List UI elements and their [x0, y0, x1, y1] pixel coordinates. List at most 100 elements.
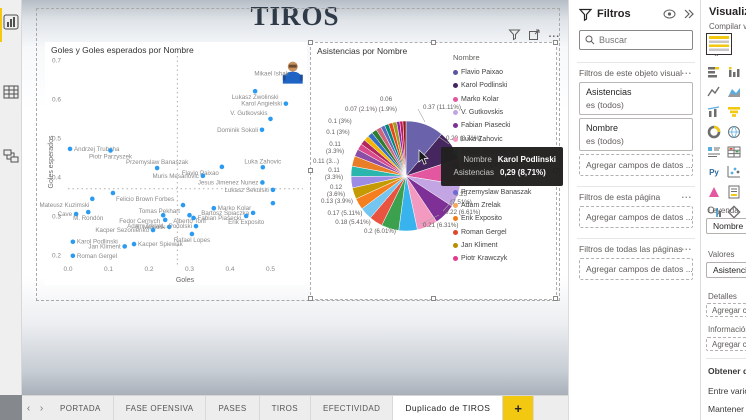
map-icon[interactable] — [724, 122, 744, 142]
collapse-pane-icon[interactable] — [684, 9, 694, 19]
add-data-fields-drop[interactable]: Agregar campos de datos ... — [579, 258, 693, 280]
add-data-fields-drop[interactable]: Agregar campos de datos ... — [579, 154, 693, 176]
page-tab[interactable]: EFECTIVIDAD — [311, 396, 394, 420]
legend-item[interactable]: Piotr Krawczyk — [453, 252, 555, 265]
section-more-options-icon[interactable]: ... — [681, 66, 692, 76]
scatter-point[interactable] — [189, 231, 195, 237]
stacked-bar-chart-icon[interactable] — [704, 62, 724, 82]
page-tab[interactable]: PORTADA — [48, 396, 114, 420]
scatter-point[interactable] — [67, 146, 73, 152]
scatter-point[interactable] — [250, 210, 256, 216]
scatter-chart-icon[interactable] — [724, 162, 744, 182]
scatter-point[interactable] — [108, 148, 113, 153]
scatter-point[interactable] — [211, 205, 217, 211]
pie-slice[interactable] — [402, 120, 407, 177]
scatter-point[interactable] — [180, 202, 186, 208]
legend-item[interactable]: Luka Zahovic — [453, 132, 555, 145]
funnel-icon[interactable] — [724, 102, 744, 122]
scatter-point[interactable] — [73, 211, 79, 217]
filters-search-box[interactable] — [579, 30, 693, 50]
scatter-point[interactable] — [160, 212, 166, 218]
page-tab[interactable]: PASES — [206, 396, 260, 420]
legend-item[interactable]: V. Gutkovskis — [453, 106, 555, 119]
selection-handle[interactable] — [553, 40, 558, 45]
filter-card[interactable]: Nombre es (todos) — [579, 118, 693, 151]
legend-item[interactable]: Roman Gergel — [453, 226, 555, 239]
scatter-point[interactable] — [70, 253, 76, 259]
field-pill[interactable]: Nombre — [706, 218, 746, 234]
well-drop-zone[interactable]: Agregar campos de datos aquí — [706, 337, 746, 351]
legend-item[interactable]: Flavio Paixao — [453, 66, 555, 79]
scatter-point[interactable] — [200, 173, 206, 179]
donut-chart-icon[interactable] — [704, 122, 724, 142]
scatter-point[interactable] — [187, 212, 192, 218]
model-view-icon[interactable] — [3, 148, 19, 164]
stacked-column-chart-icon[interactable] — [724, 62, 744, 82]
area-chart-icon[interactable] — [724, 82, 744, 102]
drillthrough-option[interactable]: Mantener todos los filtros — [708, 404, 746, 414]
table-icon[interactable] — [724, 142, 744, 162]
field-pill[interactable]: Asistencias — [706, 262, 746, 278]
active-page-tab[interactable]: Duplicado de TIROS — [393, 396, 504, 420]
legend-item[interactable]: Jan Kliment — [453, 239, 555, 252]
filter-card[interactable]: Asistencias es (todos) — [579, 82, 693, 115]
scatter-point[interactable] — [270, 187, 276, 193]
scatter-visual[interactable]: Goles y Goles esperados por Nombre 0.7 0.… — [39, 42, 307, 285]
line-chart-icon[interactable] — [704, 82, 724, 102]
scatter-point[interactable] — [85, 209, 91, 215]
scatter-point[interactable] — [193, 223, 199, 229]
scatter-point[interactable] — [166, 224, 172, 230]
selection-handle[interactable] — [553, 296, 558, 301]
report-view-icon[interactable] — [3, 14, 19, 30]
scatter-point[interactable] — [150, 227, 156, 233]
paginated-report-icon[interactable] — [724, 182, 744, 202]
combo-chart-icon[interactable] — [704, 102, 724, 122]
prev-page-arrow[interactable]: ‹ — [26, 402, 31, 414]
selection-handle[interactable] — [308, 296, 313, 301]
well-drop-zone[interactable]: Agregar campos de datos aquí — [706, 303, 746, 317]
scatter-point[interactable] — [260, 164, 266, 170]
section-more-options-icon[interactable]: ... — [681, 190, 692, 200]
legend-item[interactable]: Karol Podlinski — [453, 79, 555, 92]
legend-item[interactable]: Adam Zrelak — [453, 199, 555, 212]
data-view-icon[interactable] — [3, 84, 19, 100]
selection-handle[interactable] — [308, 40, 313, 45]
legend-item[interactable]: Erik Exposito — [453, 212, 555, 225]
page-tab[interactable]: TIROS — [260, 396, 312, 420]
legend-item[interactable]: Przemyslaw Banaszak — [453, 186, 555, 199]
scatter-point[interactable] — [131, 241, 137, 247]
more-options-icon[interactable]: ... — [548, 28, 560, 40]
selection-handle[interactable] — [430, 40, 436, 45]
python-visual-icon[interactable]: Py — [704, 162, 724, 182]
page-tab[interactable]: FASE OFENSIVA — [114, 396, 207, 420]
report-canvas[interactable]: TIROS Goles y Goles esperados por Nombre… — [22, 0, 568, 395]
edit-visibility-icon[interactable] — [663, 9, 676, 19]
search-input[interactable] — [599, 35, 685, 45]
key-influencers-icon[interactable] — [704, 202, 724, 222]
selection-handle[interactable] — [308, 168, 313, 173]
selection-handle[interactable] — [430, 296, 436, 301]
scatter-point[interactable] — [252, 88, 258, 94]
next-page-arrow[interactable]: › — [39, 402, 44, 414]
scatter-point[interactable] — [243, 213, 249, 219]
scatter-point[interactable] — [122, 244, 127, 249]
scatter-point[interactable] — [259, 127, 265, 133]
scatter-point[interactable] — [70, 239, 76, 245]
scatter-point[interactable] — [191, 215, 196, 221]
scatter-point[interactable] — [219, 164, 225, 170]
kpi-icon[interactable] — [724, 202, 744, 222]
section-more-options-icon[interactable]: ... — [681, 242, 692, 252]
scatter-point[interactable] — [260, 180, 265, 185]
power-apps-icon[interactable] — [704, 182, 724, 202]
scatter-point[interactable] — [110, 190, 116, 196]
drillthrough-option[interactable]: Entre varios informes — [708, 386, 746, 396]
scatter-point[interactable] — [268, 116, 273, 122]
add-data-fields-drop[interactable]: Agregar campos de datos ... — [579, 206, 693, 228]
focus-mode-icon[interactable] — [528, 29, 540, 40]
scatter-point[interactable] — [162, 217, 168, 223]
scatter-point[interactable] — [90, 196, 95, 202]
scatter-point[interactable] — [154, 165, 160, 171]
scatter-point[interactable] — [270, 200, 276, 206]
multi-row-card-icon[interactable] — [704, 142, 724, 162]
new-page-button[interactable]: + — [503, 396, 535, 420]
